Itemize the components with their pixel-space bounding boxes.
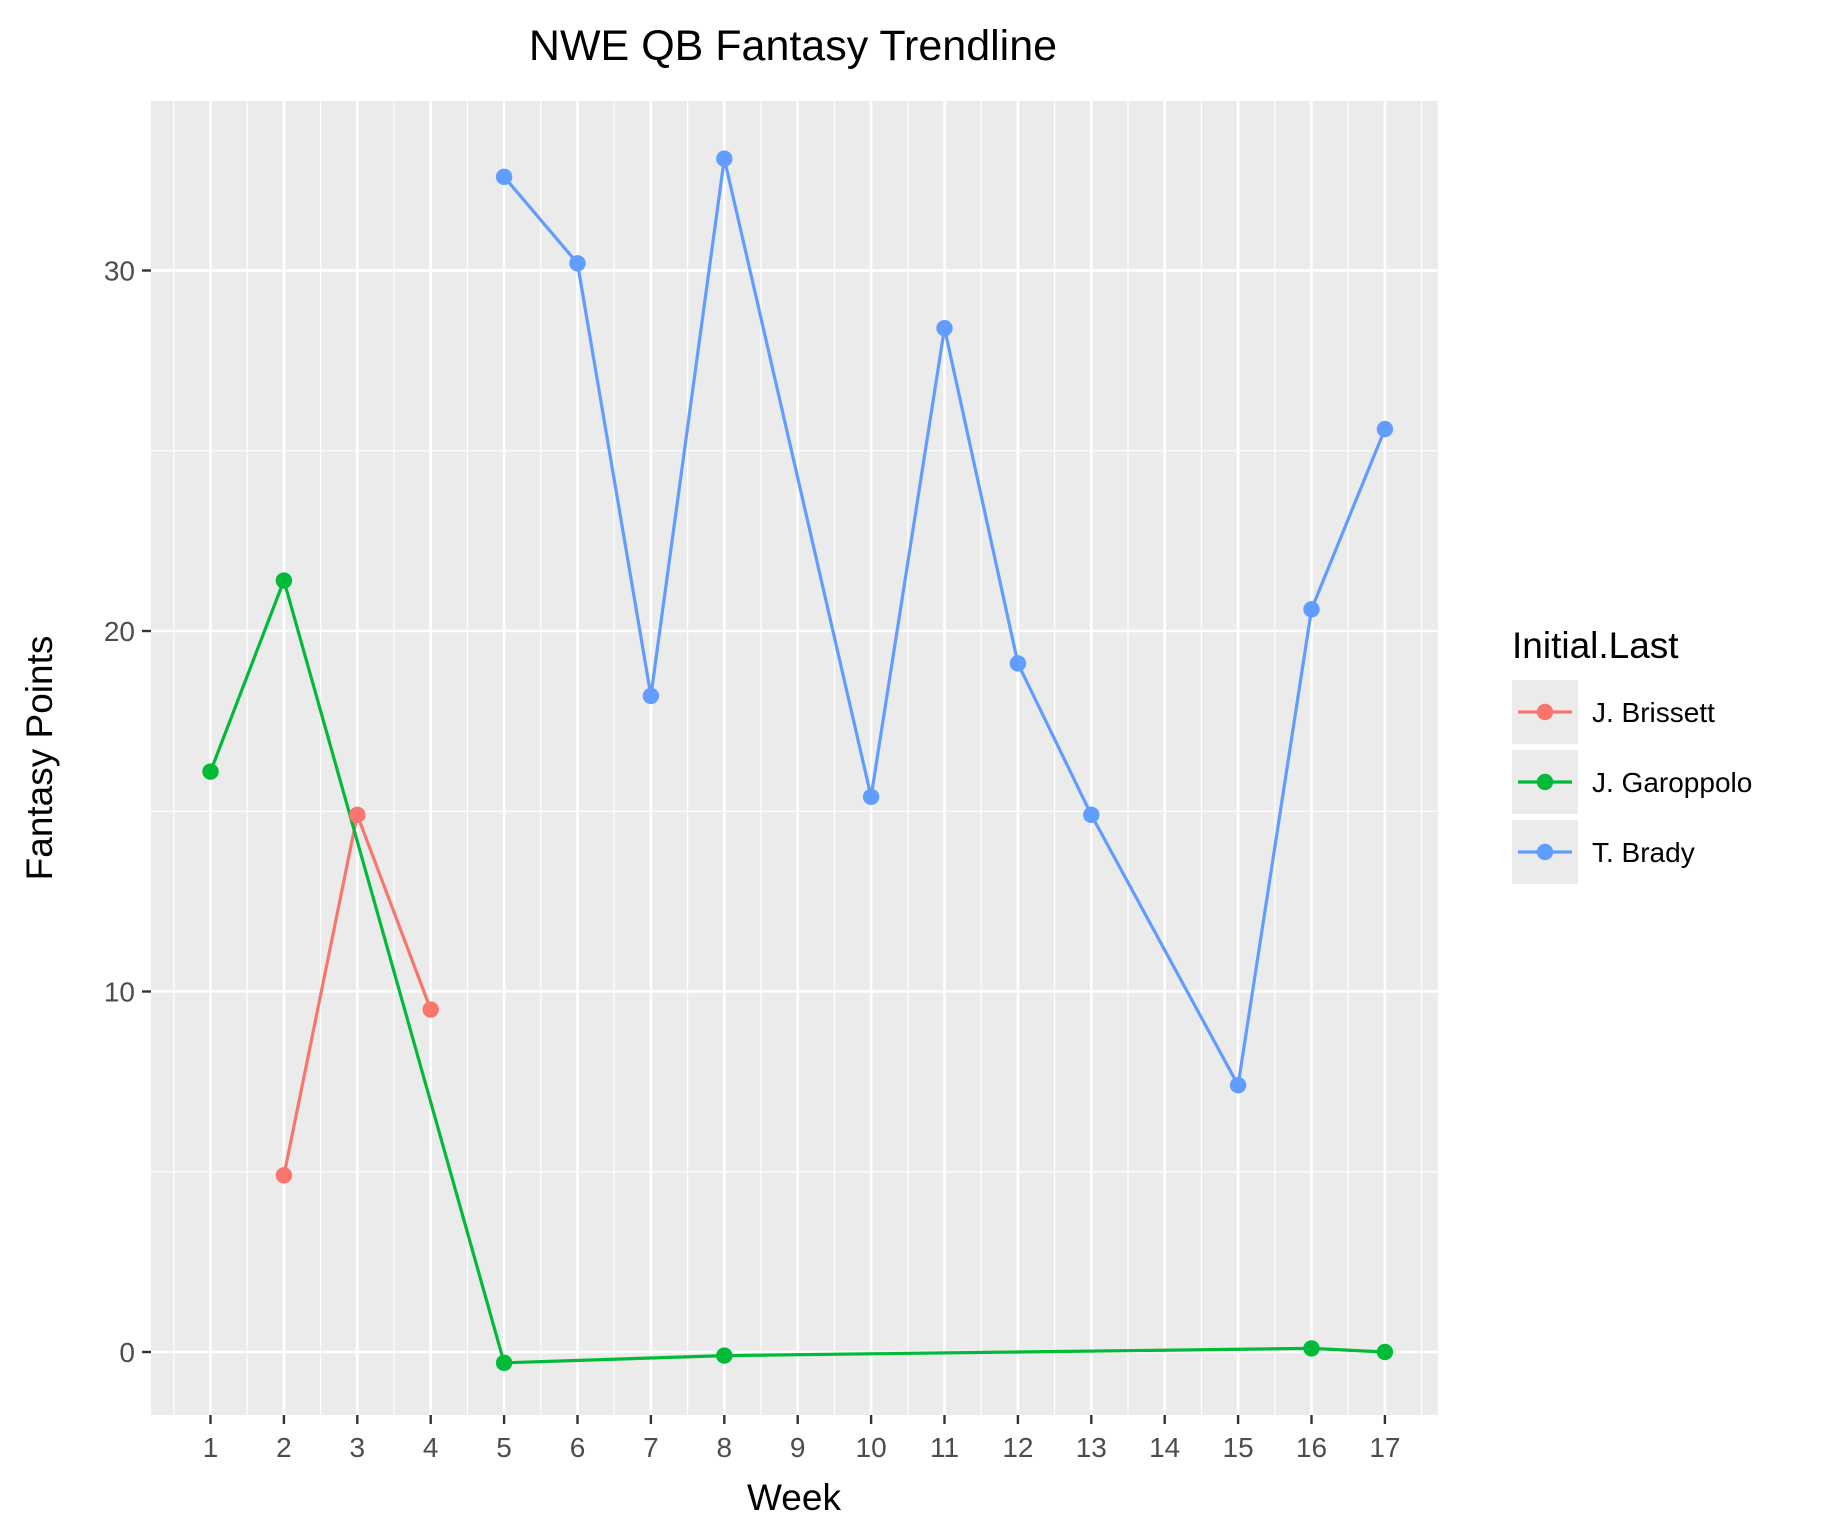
x-axis: 1 2 3 4 5 6 7 8 9 10 11 12 13 14 15 16 17 — [203, 1415, 1400, 1463]
data-point-t-brady — [1083, 806, 1100, 824]
data-point-t-brady — [1009, 655, 1027, 672]
x-tick-label: 5 — [496, 1432, 512, 1463]
legend: Initial.Last J. Brissett J. Garoppolo T. B… — [1512, 625, 1752, 884]
legend-label-j-garoppolo: J. Garoppolo — [1592, 767, 1752, 798]
data-point-j-garoppolo — [1376, 1343, 1394, 1361]
data-point-j-garoppolo — [1303, 1340, 1320, 1357]
data-point-j-brissett — [422, 1001, 439, 1018]
legend-title: Initial.Last — [1512, 625, 1679, 666]
y-tick-label: 20 — [104, 616, 135, 647]
grid-major — [151, 101, 1438, 1415]
x-tick-label: 16 — [1296, 1432, 1327, 1463]
x-tick-label: 7 — [643, 1432, 659, 1463]
x-tick-label: 2 — [276, 1432, 292, 1463]
x-tick-label: 1 — [203, 1432, 219, 1463]
data-point-j-brissett — [349, 806, 366, 824]
x-tick-label: 6 — [570, 1432, 586, 1463]
data-point-t-brady — [495, 168, 513, 185]
y-tick-label: 30 — [104, 256, 135, 287]
data-point-j-garoppolo — [495, 1354, 513, 1372]
data-point-j-garoppolo — [275, 572, 293, 589]
data-point-t-brady — [862, 788, 880, 806]
x-tick-label: 13 — [1076, 1432, 1107, 1463]
data-point-t-brady — [716, 150, 733, 167]
series-layer — [202, 150, 1394, 1372]
x-tick-label: 10 — [856, 1432, 887, 1463]
x-tick-label: 15 — [1223, 1432, 1254, 1463]
x-tick-label: 12 — [1002, 1432, 1033, 1463]
y-tick-label: 10 — [104, 977, 135, 1008]
x-tick-label: 4 — [423, 1432, 439, 1463]
data-point-j-brissett — [275, 1167, 293, 1184]
legend-label-j-brissett: J. Brissett — [1592, 697, 1715, 728]
legend-marker-j-brissett — [1536, 703, 1554, 721]
data-point-t-brady — [1376, 420, 1394, 438]
x-axis-title: Week — [747, 1477, 841, 1518]
y-axis-title: Fantasy Points — [19, 636, 60, 881]
series-line-j-garoppolo — [209, 578, 1385, 1365]
legend-marker-t-brady — [1536, 843, 1554, 861]
data-point-j-garoppolo — [202, 763, 219, 780]
x-tick-label: 8 — [717, 1432, 733, 1463]
x-tick-label: 3 — [350, 1432, 366, 1463]
data-point-t-brady — [1229, 1077, 1247, 1094]
legend-items: J. Brissett J. Garoppolo T. Brady — [1512, 680, 1752, 884]
plot-panel — [151, 101, 1438, 1415]
data-point-j-garoppolo — [716, 1347, 733, 1364]
y-tick-label: 0 — [119, 1337, 135, 1368]
x-tick-label: 9 — [790, 1432, 806, 1463]
data-point-t-brady — [936, 319, 953, 337]
x-tick-label: 14 — [1149, 1432, 1180, 1463]
x-tick-label: 17 — [1369, 1432, 1400, 1463]
data-point-t-brady — [569, 255, 586, 272]
data-point-t-brady — [642, 687, 660, 705]
data-point-t-brady — [1303, 601, 1320, 618]
x-tick-label: 11 — [930, 1432, 959, 1463]
grid-minor — [151, 101, 1438, 1415]
legend-marker-j-garoppolo — [1536, 773, 1554, 791]
legend-label-t-brady: T. Brady — [1592, 837, 1695, 868]
chart-title: NWE QB Fantasy Trendline — [529, 22, 1057, 70]
y-axis: 0 10 20 30 — [104, 256, 151, 1368]
